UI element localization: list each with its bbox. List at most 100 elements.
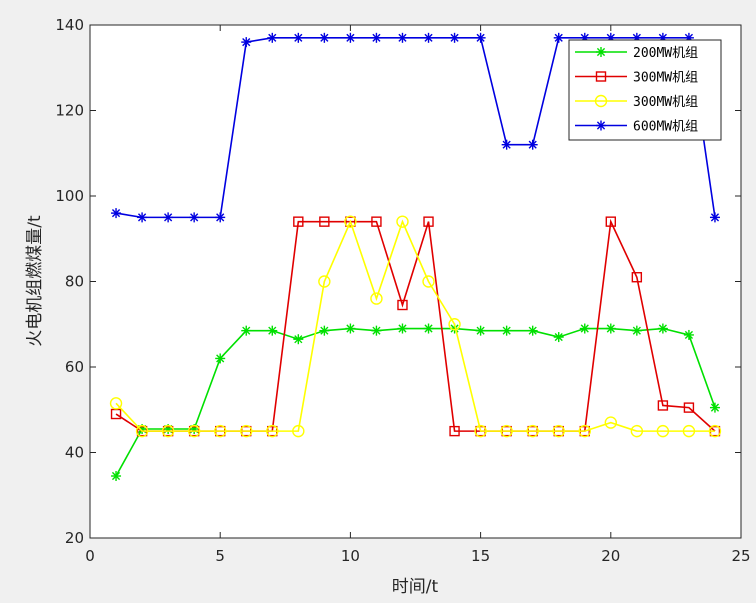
y-tick-label: 140: [55, 16, 84, 34]
data-point: [240, 424, 253, 438]
data-point: [605, 216, 616, 227]
data-point: [109, 397, 123, 410]
data-point: [293, 32, 304, 43]
legend-label: 200MW机组: [633, 46, 698, 61]
data-point: [397, 299, 408, 311]
data-point: [709, 402, 720, 413]
data-point: [163, 212, 174, 223]
data-point: [423, 216, 434, 227]
legend-box: [568, 39, 722, 141]
data-point: [578, 424, 591, 438]
data-point: [630, 424, 644, 438]
data-point: [397, 323, 408, 334]
legend-item: 200MW机组: [575, 46, 698, 61]
data-point: [241, 37, 252, 48]
data-point: [161, 424, 175, 438]
data-point: [213, 424, 227, 438]
legend-label: 300MW机组: [633, 95, 698, 110]
legend: 200MW机组 300MW机组 300MW机组 600MW机组: [568, 39, 722, 141]
data-point: [448, 318, 461, 331]
data-point: [631, 272, 643, 283]
data-point: [552, 424, 565, 438]
data-point: [319, 32, 330, 43]
data-point: [241, 325, 252, 336]
data-point: [657, 400, 669, 411]
y-tick-label: 60: [65, 358, 84, 376]
legend-item: 600MW机组: [575, 120, 698, 135]
data-point: [215, 212, 226, 223]
data-point: [135, 424, 149, 438]
series-line: [115, 219, 715, 432]
data-point: [187, 424, 201, 438]
data-point: [500, 424, 513, 438]
data-point: [553, 332, 564, 343]
x-tick-label: 5: [215, 547, 225, 565]
legend-item: 300MW机组: [575, 94, 698, 110]
data-point: [293, 334, 304, 345]
legend-label: 300MW机组: [633, 71, 698, 86]
data-point: [293, 216, 304, 227]
data-point: [189, 212, 200, 223]
data-point: [397, 32, 408, 43]
data-point: [292, 424, 305, 438]
y-tick-label: 20: [65, 529, 84, 547]
x-axis-title: 时间/t: [392, 577, 439, 597]
data-point: [605, 323, 616, 334]
data-point: [527, 139, 538, 150]
series-3: [109, 215, 722, 438]
data-point: [475, 325, 486, 336]
y-tick-label: 120: [55, 102, 84, 120]
data-point: [345, 323, 356, 334]
data-point: [709, 212, 720, 223]
axes-layer: 0 5 10 15 20 25 20 40 60 80 100 120 140: [55, 16, 750, 565]
data-point: [526, 424, 539, 438]
data-point: [396, 215, 409, 228]
data-point: [266, 424, 279, 438]
data-point: [267, 32, 278, 43]
data-point: [683, 329, 694, 340]
data-point: [683, 402, 695, 413]
x-tick-label: 0: [85, 547, 95, 565]
data-point: [371, 216, 382, 227]
y-tick-label: 80: [65, 273, 84, 291]
data-point: [501, 139, 512, 150]
data-point: [137, 212, 148, 223]
x-tick-label: 25: [731, 547, 750, 565]
data-point: [267, 325, 278, 336]
legend-marker: [596, 120, 606, 131]
y-tick-label: 40: [65, 444, 84, 462]
data-point: [604, 416, 617, 429]
data-point: [656, 424, 670, 438]
legend-item: 300MW机组: [575, 71, 698, 86]
legend-marker: [594, 94, 608, 108]
x-tick-label: 15: [471, 547, 490, 565]
series-layer: [109, 32, 722, 482]
data-point: [345, 32, 356, 43]
data-point: [344, 215, 357, 228]
data-point: [111, 208, 122, 219]
legend-marker: [595, 71, 607, 82]
data-point: [318, 275, 331, 288]
data-point: [527, 325, 538, 336]
data-point: [708, 424, 722, 438]
data-point: [319, 325, 330, 336]
data-point: [215, 353, 226, 364]
data-point: [423, 323, 434, 334]
data-point: [423, 32, 434, 43]
data-point: [371, 325, 382, 336]
legend-label: 600MW机组: [633, 120, 698, 135]
data-point: [371, 32, 382, 43]
data-point: [345, 216, 356, 227]
x-tick-label: 20: [601, 547, 620, 565]
data-point: [319, 216, 330, 227]
y-tick-label: 100: [55, 187, 84, 205]
data-point: [474, 424, 487, 438]
data-point: [553, 32, 564, 43]
data-point: [449, 32, 460, 43]
legend-marker: [596, 47, 606, 57]
data-point: [370, 292, 383, 305]
series-1: [111, 323, 720, 482]
data-point: [475, 32, 486, 43]
